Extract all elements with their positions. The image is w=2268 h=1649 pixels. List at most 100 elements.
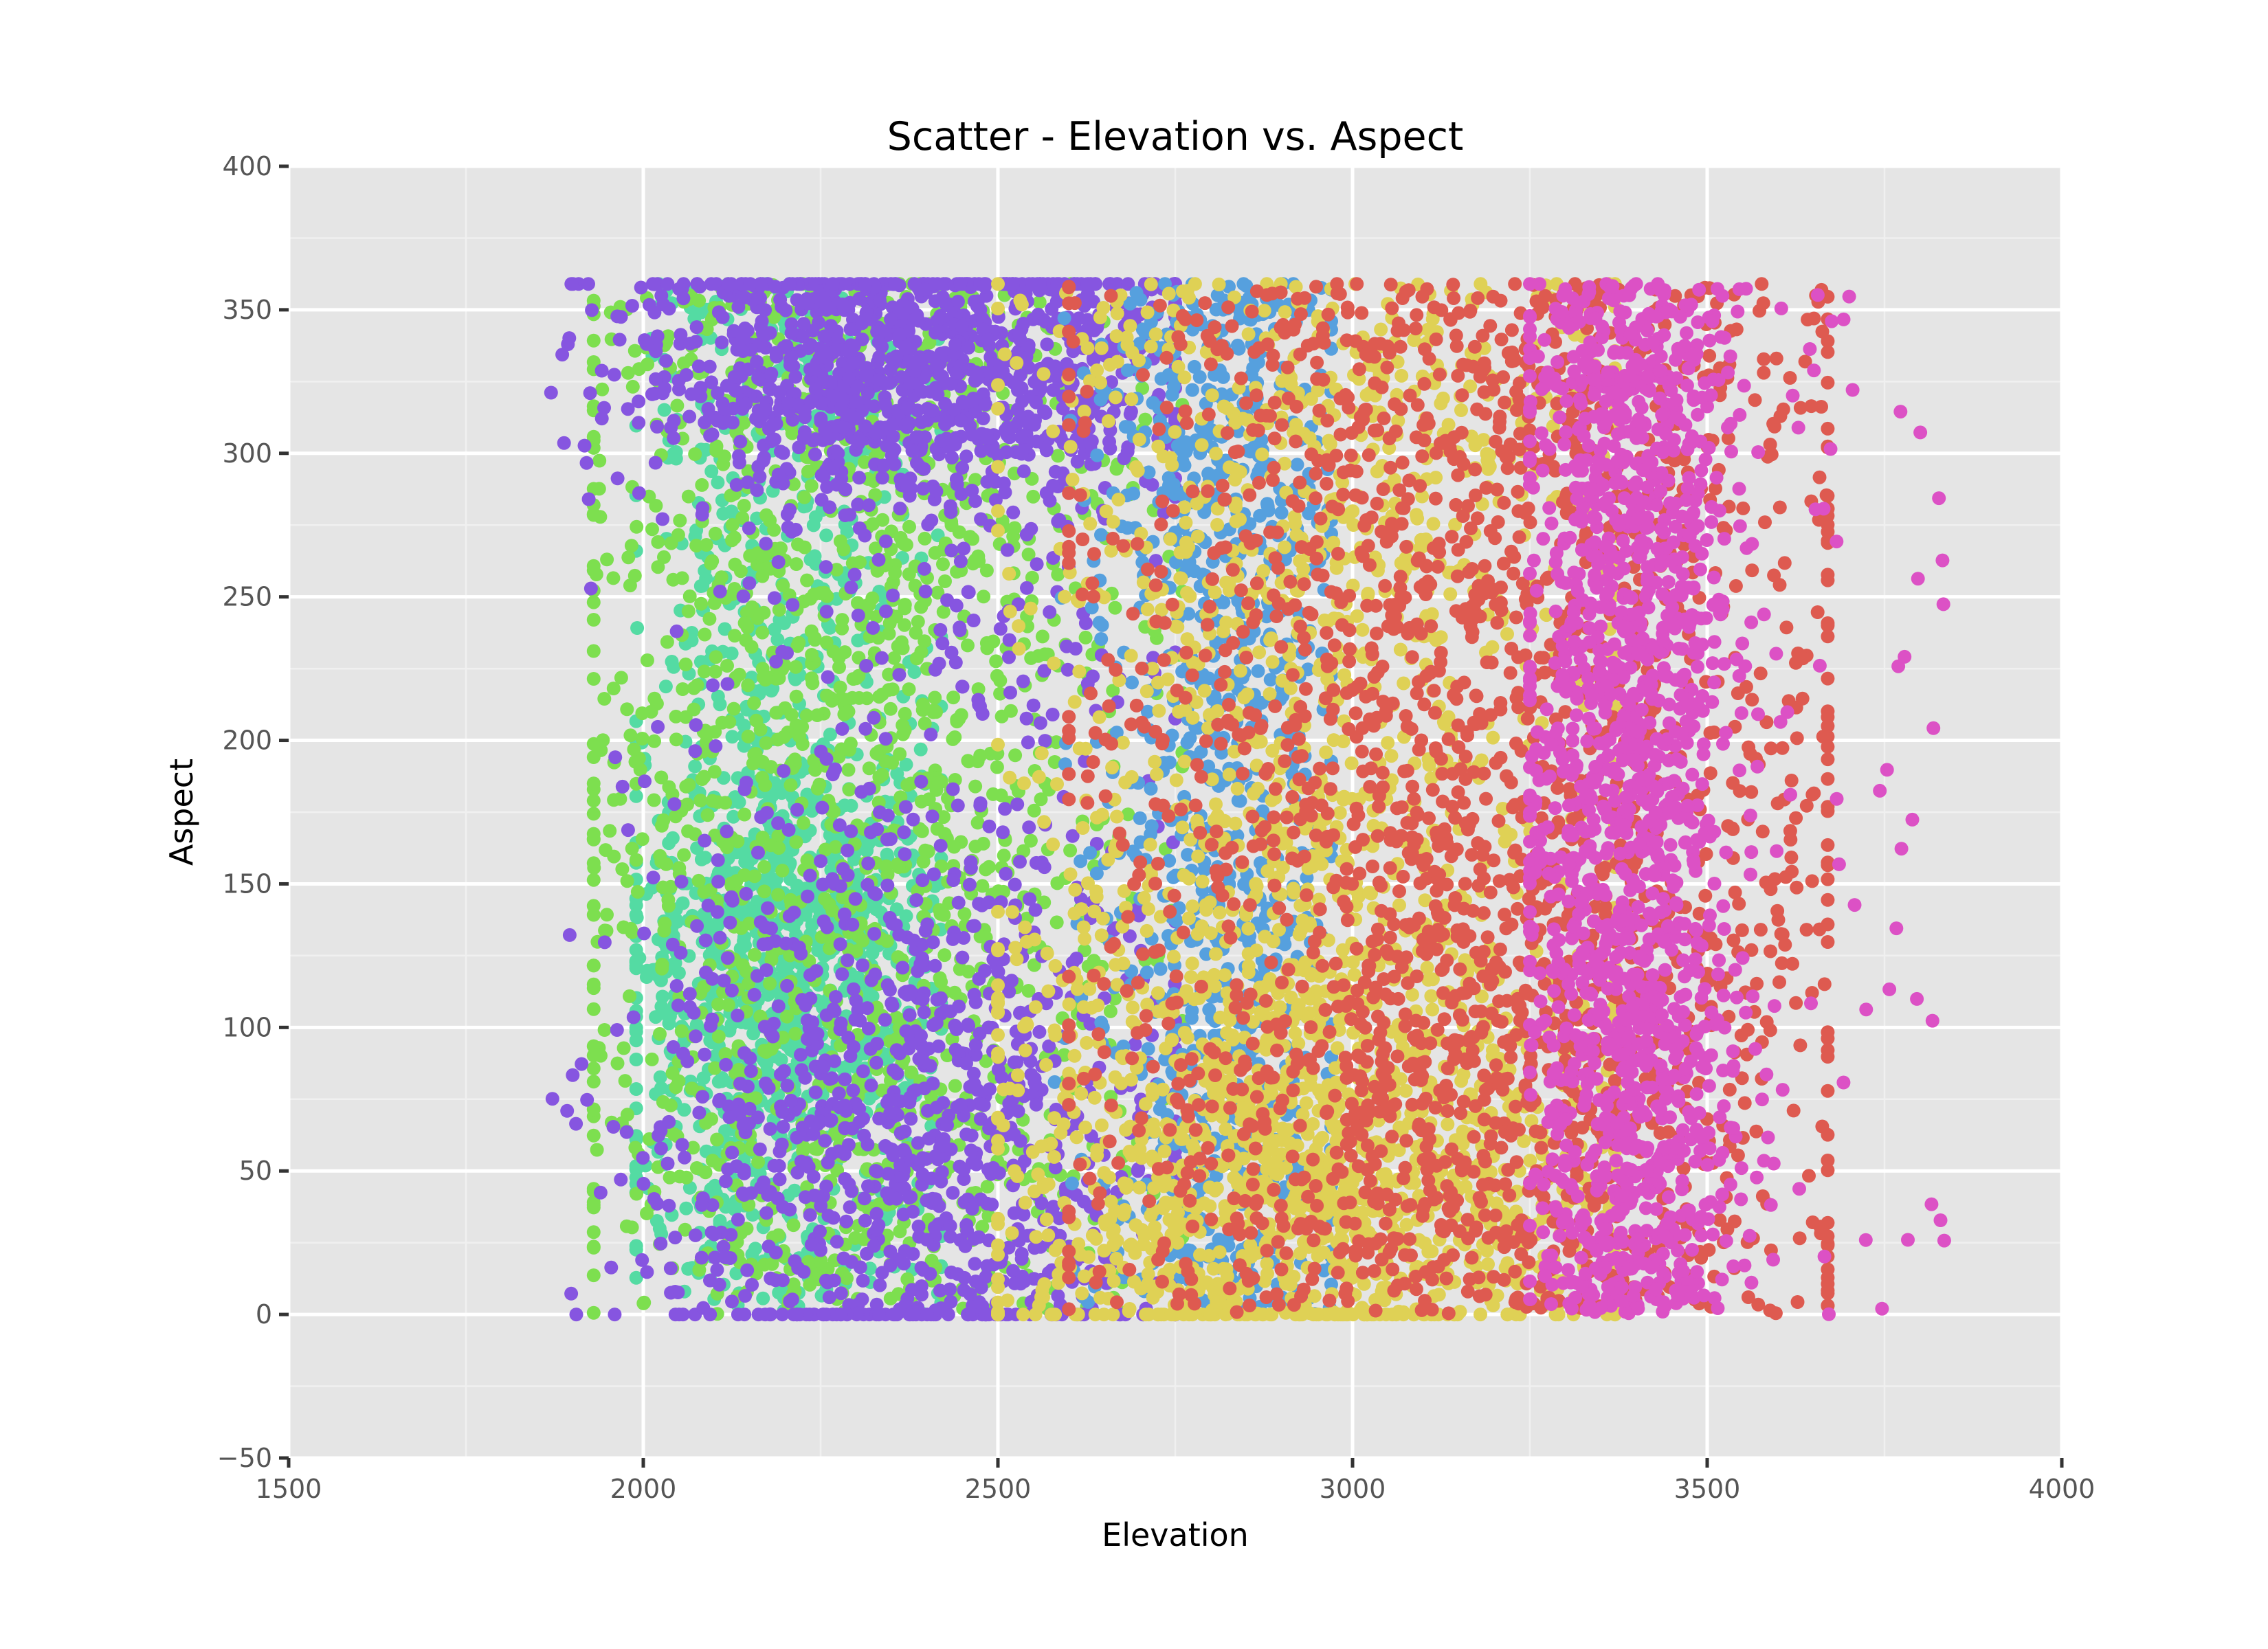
scatter-point xyxy=(1005,974,1019,988)
scatter-point xyxy=(788,752,802,767)
scatter-point xyxy=(674,875,689,889)
scatter-point xyxy=(564,1286,579,1301)
scatter-point xyxy=(835,613,849,627)
scatter-point xyxy=(983,1082,997,1097)
scatter-point xyxy=(636,1176,651,1191)
scatter-point xyxy=(880,808,895,822)
scatter-point xyxy=(877,458,891,473)
scatter-point xyxy=(720,659,734,673)
scatter-point xyxy=(924,513,939,528)
scatter-point xyxy=(790,1165,805,1180)
scatter-point xyxy=(699,538,713,552)
scatter-point xyxy=(689,718,703,732)
scatter-point xyxy=(963,530,977,544)
scatter-point xyxy=(586,595,601,609)
scatter-point xyxy=(982,819,997,833)
scatter-point xyxy=(743,548,757,563)
scatter-point xyxy=(871,552,886,567)
scatter-point xyxy=(961,638,975,653)
scatter-point xyxy=(662,1198,676,1213)
scatter-point xyxy=(710,414,724,428)
scatter-point xyxy=(586,807,601,821)
scatter-point xyxy=(679,1201,693,1215)
scatter-point xyxy=(677,848,691,862)
scatter-point xyxy=(569,1308,583,1322)
scatter-point xyxy=(859,659,874,673)
scatter-point xyxy=(775,1105,790,1119)
scatter-point xyxy=(669,978,684,993)
scatter-point xyxy=(756,670,770,684)
scatter-point xyxy=(724,1228,738,1242)
scatter-point xyxy=(767,523,781,537)
scatter-point xyxy=(769,654,783,669)
scatter-point xyxy=(818,1134,832,1148)
scatter-point xyxy=(606,1120,621,1134)
scatter-point xyxy=(759,736,773,750)
scatter-point xyxy=(673,513,687,528)
scatter-point xyxy=(674,945,688,960)
scatter-point xyxy=(769,706,783,720)
scatter-point xyxy=(675,1138,689,1152)
scatter-point xyxy=(948,1079,962,1093)
scatter-point xyxy=(580,1092,594,1107)
scatter-point xyxy=(764,1271,778,1286)
scatter-point xyxy=(847,339,861,353)
scatter-point xyxy=(630,910,644,925)
scatter-point xyxy=(982,860,996,874)
scatter-point xyxy=(805,676,820,691)
scatter-point xyxy=(755,625,770,640)
scatter-point xyxy=(751,845,765,860)
scatter-point xyxy=(647,277,662,291)
scatter-point xyxy=(656,512,669,526)
scatter-point xyxy=(950,715,964,729)
scatter-point xyxy=(772,1286,786,1300)
scatter-point xyxy=(725,730,740,744)
scatter-point xyxy=(1024,521,1038,536)
scatter-point xyxy=(788,660,803,674)
scatter-point xyxy=(679,1170,693,1185)
scatter-point xyxy=(775,864,790,878)
scatter-point xyxy=(961,585,976,600)
scatter-point xyxy=(657,550,671,564)
scatter-point xyxy=(667,660,681,674)
scatter-point xyxy=(864,1078,878,1092)
scatter-point xyxy=(638,774,652,789)
scatter-point xyxy=(875,651,889,665)
scatter-point xyxy=(841,1031,856,1045)
scatter-point xyxy=(586,1075,601,1089)
scatter-point xyxy=(581,492,596,506)
scatter-point xyxy=(914,644,929,659)
scatter-point xyxy=(842,783,856,797)
scatter-point xyxy=(671,998,685,1013)
scatter-point xyxy=(838,1121,852,1135)
scatter-point xyxy=(728,629,742,643)
scatter-point xyxy=(777,958,791,973)
scatter-point xyxy=(669,624,684,638)
scatter-point xyxy=(819,560,833,574)
scatter-point xyxy=(845,1184,859,1198)
scatter-point xyxy=(785,1292,799,1307)
scatter-point xyxy=(881,1167,895,1181)
scatter-point xyxy=(888,1093,902,1108)
scatter-point xyxy=(655,961,669,976)
scatter-point xyxy=(577,438,592,453)
scatter-point xyxy=(777,730,791,744)
scatter-point xyxy=(973,302,988,317)
scatter-point xyxy=(784,1093,798,1108)
scatter-point xyxy=(764,434,779,449)
scatter-point xyxy=(878,1013,892,1027)
scatter-point xyxy=(902,1008,917,1022)
scatter-point xyxy=(904,1153,918,1167)
scatter-point xyxy=(914,774,929,789)
scatter-point xyxy=(950,798,965,813)
scatter-point xyxy=(737,1188,751,1202)
scatter-point xyxy=(814,854,828,868)
scatter-point xyxy=(709,650,723,664)
scatter-point xyxy=(545,1092,559,1106)
scatter-point xyxy=(805,648,819,662)
scatter-point xyxy=(973,748,988,763)
scatter-point xyxy=(836,420,850,434)
scatter-point xyxy=(979,563,994,578)
scatter-point xyxy=(772,603,786,617)
